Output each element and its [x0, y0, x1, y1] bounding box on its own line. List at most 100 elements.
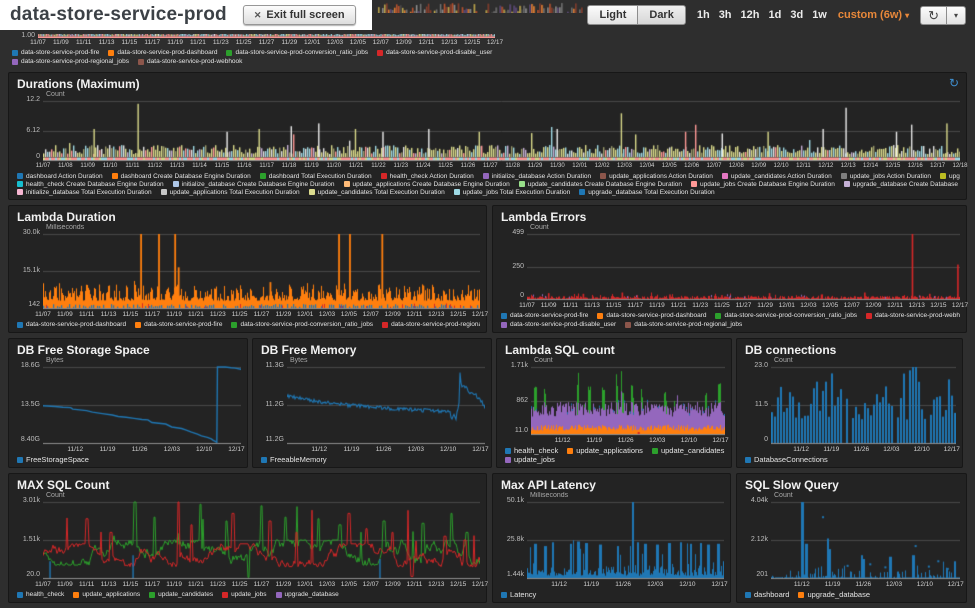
api_latency-chart[interactable]: [527, 494, 724, 580]
legend-item[interactable]: data-store-service-prod-conversion_ratio…: [231, 321, 373, 328]
slow_query-chart[interactable]: [771, 494, 960, 580]
x-tick: 11/10: [102, 163, 118, 169]
legend-item[interactable]: data-store-service-prod-fire: [135, 321, 222, 328]
time-range-1d[interactable]: 1d: [768, 9, 782, 21]
max_sql-chart[interactable]: [43, 494, 480, 580]
lambda_errors-chart[interactable]: [527, 226, 960, 301]
x-tick: 11/27: [258, 39, 275, 46]
legend-item[interactable]: update_candidates Total Execution Durati…: [308, 189, 445, 196]
legend-swatch: [17, 321, 23, 328]
legend-item[interactable]: upgrade_database Create Database Engine …: [843, 181, 960, 188]
x-tick: 12/09: [395, 39, 412, 46]
legend-item[interactable]: update_applications Action Duration: [600, 173, 713, 180]
exit-fullscreen-button[interactable]: ✕ Exit full screen: [242, 5, 356, 25]
x-tick: 11/07: [519, 302, 535, 309]
legend-item[interactable]: data-store-service-prod-webhook: [138, 58, 242, 65]
refresh-dropdown-button[interactable]: ▾: [945, 5, 966, 25]
legend-item[interactable]: data-store-service-prod-fire: [12, 49, 99, 56]
legend-item[interactable]: FreeableMemory: [261, 455, 327, 464]
x-tick: 12/10: [440, 446, 457, 453]
legend-item[interactable]: Latency: [501, 590, 536, 599]
legend-item[interactable]: upgrade_database Total Execution Duratio…: [579, 189, 715, 196]
legend-item[interactable]: health_check Create Database Engine Dura…: [17, 181, 164, 188]
sql_count-chart[interactable]: [531, 359, 725, 436]
light-theme-button[interactable]: Light: [587, 5, 638, 25]
refresh-button[interactable]: ↻: [920, 5, 946, 25]
top-bar: data-store-service-prod ✕ Exit full scre…: [0, 0, 975, 30]
legend-item[interactable]: update_applications: [73, 591, 140, 598]
db_storage-chart[interactable]: [43, 359, 241, 445]
legend-item[interactable]: health_check Action Duration: [380, 173, 474, 180]
db_conn-chart[interactable]: [771, 359, 956, 445]
x-tick: 12/16: [907, 163, 923, 169]
legend-item[interactable]: health_check: [505, 446, 558, 455]
time-range-12h[interactable]: 12h: [740, 9, 760, 21]
legend-item[interactable]: update_jobs: [222, 591, 267, 598]
lambda_duration-chart[interactable]: [43, 226, 480, 310]
legend-item[interactable]: update_jobs Create Database Engine Durat…: [691, 181, 835, 188]
legend-swatch: [597, 312, 604, 319]
legend-item[interactable]: dashboard Create Database Engine Duratio…: [111, 173, 251, 180]
legend-item[interactable]: initialize_database Action Duration: [482, 173, 591, 180]
legend-item[interactable]: data-store-service-prod-regional_jobs: [382, 321, 480, 328]
legend-item[interactable]: dashboard Action Duration: [17, 173, 103, 180]
time-range-1w[interactable]: 1w: [812, 9, 827, 21]
x-tick: 12/17: [472, 446, 489, 453]
legend-swatch: [501, 312, 507, 319]
custom-range-button[interactable]: custom (6w) ▾: [838, 9, 909, 21]
x-tick: 12/15: [930, 302, 947, 309]
legend-item[interactable]: data-store-service-prod-conversion_ratio…: [715, 312, 857, 319]
dark-theme-button[interactable]: Dark: [637, 5, 686, 25]
legend-item[interactable]: upgrade_database: [798, 590, 870, 599]
legend-item[interactable]: data-store-service-prod-regional_jobs: [12, 58, 129, 65]
legend-item[interactable]: update_jobs Action Duration: [840, 173, 931, 180]
x-tick: 11/17: [144, 39, 161, 46]
legend-item[interactable]: update_applications Create Database Engi…: [343, 181, 510, 188]
cutoff-chart[interactable]: [38, 34, 495, 38]
x-tick: 12/01: [572, 163, 588, 169]
plot-area: [38, 34, 495, 38]
legend-item[interactable]: update_jobs: [505, 455, 555, 464]
time-range-3h[interactable]: 3h: [718, 9, 732, 21]
legend-item[interactable]: data-store-service-prod-fire: [501, 312, 588, 319]
legend-item[interactable]: upgrade_database Action Duration: [940, 173, 960, 180]
legend-item[interactable]: dashboard Total Execution Duration: [259, 173, 372, 180]
legend-item[interactable]: DatabaseConnections: [745, 455, 828, 464]
panel-title: Lambda SQL count: [505, 343, 615, 357]
legend-item[interactable]: update_applications Total Execution Dura…: [160, 189, 300, 196]
legend-item[interactable]: FreeStorageSpace: [17, 455, 89, 464]
legend-item[interactable]: update_applications: [567, 446, 643, 455]
legend-item[interactable]: update_candidates Create Database Engine…: [518, 181, 682, 188]
panel-refresh-icon[interactable]: ↻: [948, 76, 959, 90]
legend-item[interactable]: data-store-service-prod-dashboard: [108, 49, 217, 56]
legend-item[interactable]: update_candidates Action Duration: [721, 173, 832, 180]
legend-item[interactable]: dashboard: [745, 590, 789, 599]
legend-item[interactable]: data-store-service-prod-conversion_ratio…: [226, 49, 368, 56]
legend-item[interactable]: data-store-service-prod-regional_jobs: [625, 321, 742, 328]
legend-item[interactable]: update_candidates: [651, 446, 724, 455]
x-tick: 12/05: [821, 302, 839, 309]
x-tick: 11/19: [583, 581, 600, 588]
x-tick: 11/29: [527, 163, 543, 169]
legend-item[interactable]: upgrade_database: [275, 591, 339, 598]
chart-area: 3.01k 1.51k 20.0 Count: [15, 492, 480, 580]
legend-item[interactable]: health_check: [17, 591, 64, 598]
x-tick: 11/11: [79, 581, 95, 588]
x-tick: 12/03: [326, 39, 344, 46]
chart-area: 50.1k 25.8k 1.44k Milliseconds: [499, 492, 724, 580]
legend-item[interactable]: data-store-service-prod-webhook: [866, 312, 960, 319]
chart-panel: Lambda Errors 499 250 0 Count 11/07 11/09 11…: [492, 205, 968, 333]
db_memory-chart[interactable]: [287, 359, 485, 445]
legend-item[interactable]: data-store-service-prod-dashboard: [17, 321, 126, 328]
legend-swatch: [17, 173, 23, 179]
legend-item[interactable]: update_candidates: [149, 591, 213, 598]
time-range-3d[interactable]: 3d: [790, 9, 804, 21]
durations-chart[interactable]: [43, 93, 960, 162]
legend-item[interactable]: initialize_database Create Database Engi…: [172, 181, 335, 188]
legend-item[interactable]: initialize_database Total Execution Dura…: [17, 189, 152, 196]
legend-item[interactable]: update_jobs Total Execution Duration: [453, 189, 570, 196]
legend-item[interactable]: data-store-service-prod-disable_user: [501, 321, 616, 328]
time-range-1h[interactable]: 1h: [696, 9, 710, 21]
legend-item[interactable]: data-store-service-prod-dashboard: [597, 312, 706, 319]
legend-item[interactable]: data-store-service-prod-disable_user: [377, 49, 492, 56]
